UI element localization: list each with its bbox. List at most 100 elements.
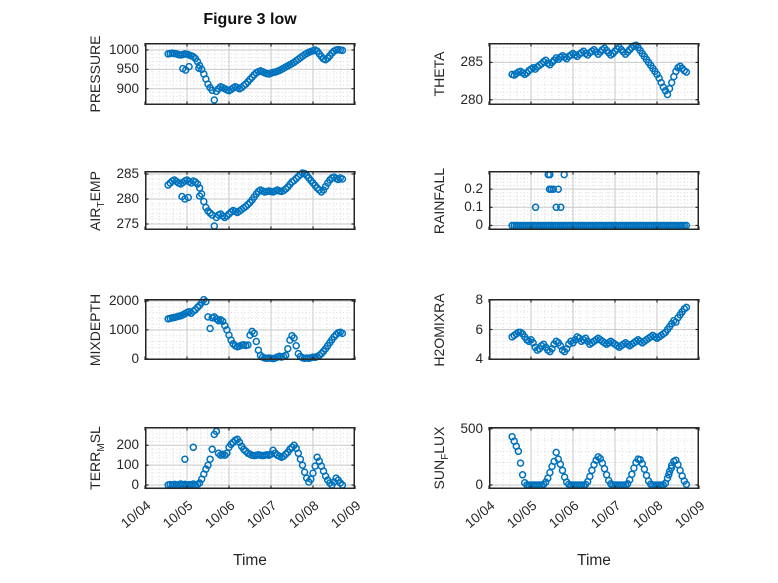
plot-area-rainfall bbox=[488, 170, 700, 230]
ytick-label-terr_msl: 0 bbox=[131, 477, 139, 493]
subplot-terr_msl: TERRMSL 0 100 200 10/04 10/05 10/06 10/07 10/08… bbox=[87, 426, 364, 531]
axes-border bbox=[489, 427, 699, 489]
data-point bbox=[227, 440, 235, 449]
ytick-label-sun_flux: 0 bbox=[475, 476, 483, 492]
data-point bbox=[667, 78, 676, 87]
data-point bbox=[185, 62, 193, 71]
data-point bbox=[235, 438, 244, 447]
ytick-label-pressure: 900 bbox=[116, 80, 139, 96]
ytick-label-pressure: 1000 bbox=[108, 41, 139, 57]
xtick-label: 10/04 bbox=[118, 497, 154, 531]
xtick-label: 10/05 bbox=[504, 497, 540, 531]
xtick-label: 10/06 bbox=[546, 497, 582, 531]
data-point bbox=[206, 209, 214, 217]
data-point bbox=[193, 180, 202, 188]
xtick-label: 10/05 bbox=[160, 497, 196, 531]
data-point bbox=[623, 480, 632, 488]
data-point bbox=[193, 57, 202, 66]
data-point bbox=[223, 212, 231, 220]
figure-title: Figure 3 low bbox=[203, 11, 297, 28]
data-point bbox=[227, 336, 235, 344]
data-point bbox=[288, 443, 296, 452]
ytick-label-mixdepth: 2000 bbox=[108, 293, 139, 309]
ytick-label-h2omixra: 6 bbox=[475, 321, 483, 337]
data-point bbox=[665, 471, 673, 479]
ytick-label-sun_flux: 500 bbox=[460, 420, 483, 436]
data-point bbox=[279, 452, 288, 460]
ytick-label-pressure: 950 bbox=[116, 61, 139, 77]
ytick-label-terr_msl: 100 bbox=[116, 457, 139, 473]
data-point bbox=[628, 470, 636, 479]
subplot-air_temp: AIRTEMP 275 280 285 bbox=[87, 166, 356, 231]
data-point bbox=[246, 331, 254, 339]
data-point bbox=[640, 465, 649, 473]
data-point bbox=[636, 455, 644, 464]
data-point bbox=[300, 468, 309, 476]
data-point bbox=[210, 96, 219, 104]
subplot-theta: THETA 280 285 bbox=[431, 41, 700, 107]
ytick-label-theta: 285 bbox=[460, 54, 483, 70]
data-point bbox=[313, 453, 321, 461]
data-point bbox=[164, 181, 172, 189]
ytick-label-mixdepth: 0 bbox=[131, 350, 139, 366]
data-point bbox=[206, 324, 214, 333]
data-point bbox=[558, 466, 567, 475]
ytick-label-air_temp: 285 bbox=[116, 166, 139, 181]
data-point bbox=[600, 464, 609, 473]
data-point bbox=[321, 472, 330, 480]
data-point bbox=[315, 186, 324, 194]
plot-area-pressure bbox=[144, 43, 356, 105]
data-point bbox=[682, 303, 691, 312]
data-point bbox=[338, 329, 347, 338]
ytick-label-air_temp: 275 bbox=[116, 216, 139, 231]
data-point bbox=[191, 178, 200, 186]
ytick-label-theta: 280 bbox=[460, 91, 483, 107]
scatter-series-h2omixra bbox=[508, 303, 691, 356]
data-point bbox=[195, 192, 204, 200]
plot-area-h2omixra bbox=[488, 299, 700, 360]
data-point bbox=[541, 478, 550, 486]
data-point bbox=[281, 185, 290, 193]
data-point bbox=[296, 455, 305, 463]
data-point bbox=[250, 329, 258, 338]
data-point bbox=[248, 327, 256, 336]
axes-border bbox=[145, 43, 355, 105]
x-axis-label-left: Time bbox=[233, 552, 267, 569]
data-point bbox=[338, 175, 347, 183]
plot-area-sun_flux bbox=[488, 427, 700, 489]
data-point bbox=[667, 464, 676, 472]
xtick-label: 10/07 bbox=[244, 497, 280, 531]
scatter-series-sun_flux bbox=[508, 432, 691, 489]
data-point bbox=[518, 471, 527, 479]
ytick-label-rainfall: 0 bbox=[475, 217, 483, 233]
data-point bbox=[302, 474, 311, 482]
scatter-series-theta bbox=[508, 41, 691, 99]
data-point bbox=[195, 479, 204, 487]
data-point bbox=[309, 469, 317, 477]
data-point bbox=[552, 448, 560, 457]
data-point bbox=[332, 474, 340, 482]
data-point bbox=[214, 449, 223, 457]
data-point bbox=[672, 67, 680, 76]
ytick-label-h2omixra: 8 bbox=[475, 292, 483, 308]
xtick-label: 10/04 bbox=[462, 497, 498, 531]
data-point bbox=[202, 465, 210, 473]
data-point bbox=[242, 202, 250, 211]
data-point bbox=[202, 297, 210, 306]
xtick-label: 10/09 bbox=[672, 497, 708, 531]
xtick-label: 10/07 bbox=[588, 497, 624, 531]
data-point bbox=[292, 342, 300, 350]
data-point bbox=[298, 461, 307, 469]
data-point bbox=[552, 203, 560, 212]
data-point bbox=[300, 169, 309, 178]
plot-area-terr_msl bbox=[144, 427, 356, 490]
data-point bbox=[184, 193, 193, 202]
data-point bbox=[557, 203, 565, 212]
data-point bbox=[189, 443, 198, 452]
data-point bbox=[653, 70, 661, 79]
plot-area-theta bbox=[488, 41, 700, 105]
data-point bbox=[682, 68, 691, 76]
subplot-mixdepth: MIXDEPTH 0 1000 2000 bbox=[87, 293, 356, 366]
